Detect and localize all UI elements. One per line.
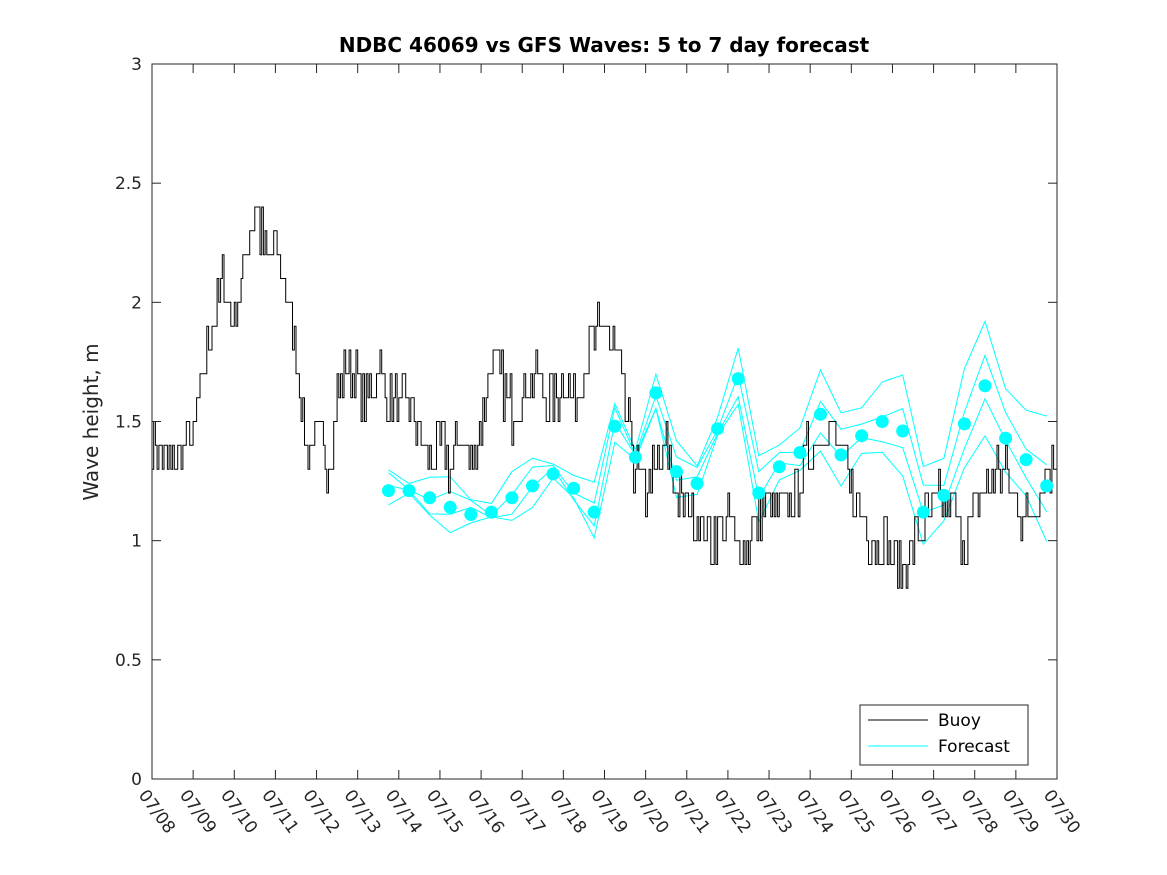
forecast-point: [875, 415, 889, 428]
forecast-point: [834, 448, 848, 462]
forecast-point: [526, 479, 539, 493]
forecast-point: [916, 505, 930, 519]
forecast-point: [443, 500, 457, 514]
x-tick-label: 07/21: [669, 786, 714, 837]
x-tick-label: 07/18: [545, 786, 590, 837]
legend-label-buoy: Buoy: [938, 711, 981, 731]
legend-label-forecast: Forecast: [938, 737, 1010, 757]
x-tick-label: 07/29: [998, 786, 1043, 837]
forecast-point: [670, 465, 683, 479]
x-tick-label: 07/25: [833, 786, 878, 837]
x-tick-label: 07/15: [422, 786, 467, 837]
x-tick-label: 07/28: [957, 786, 1002, 837]
x-tick-label: 07/20: [628, 786, 673, 837]
x-tick-label: 07/13: [340, 786, 385, 837]
forecast-point: [567, 481, 581, 495]
forecast-point: [546, 467, 560, 481]
y-tick-label: 3: [131, 55, 142, 75]
x-tick-label: 07/12: [299, 786, 344, 837]
buoy-series: [152, 206, 1057, 589]
forecast-point: [711, 422, 725, 436]
forecast-point: [505, 491, 519, 505]
forecast-point: [752, 486, 766, 500]
forecast-point: [608, 419, 622, 433]
forecast-point: [978, 379, 992, 393]
forecast-point: [382, 484, 395, 498]
x-tick-label: 07/24: [792, 786, 837, 837]
forecast-point: [423, 491, 437, 505]
x-tick-label: 07/27: [916, 786, 961, 837]
forecast-point: [937, 488, 951, 502]
legend-box: [859, 704, 1029, 766]
forecast-point: [628, 450, 642, 464]
y-axis-label: Wave height, m: [79, 343, 103, 500]
forecast-point: [957, 417, 971, 431]
x-tick-label: 07/17: [504, 786, 549, 837]
x-tick-label: 07/11: [257, 786, 302, 837]
y-tick-label: 2: [131, 293, 142, 313]
forecast-point: [690, 477, 704, 490]
forecast-point: [649, 386, 663, 400]
forecast-series: [382, 372, 1054, 521]
plot-frame: [151, 63, 1058, 780]
forecast-point: [484, 505, 498, 519]
x-tick-label: 07/10: [216, 786, 261, 837]
buoy-line: [152, 206, 1057, 589]
y-tick-label: 2.5: [115, 174, 142, 194]
chart-title: NDBC 46069 vs GFS Waves: 5 to 7 day fore…: [339, 33, 870, 57]
forecast-point: [1019, 453, 1033, 467]
x-tick-label: 07/16: [463, 786, 508, 837]
forecast-point: [772, 460, 786, 474]
forecast-point: [814, 407, 827, 421]
forecast-point: [855, 429, 869, 443]
legend: Buoy Forecast: [859, 704, 1029, 766]
x-tick-label: 07/30: [1039, 786, 1084, 837]
y-axis: 0 0.5 1 1.5 2 2.5 3: [115, 55, 1057, 790]
forecast-point: [999, 431, 1013, 445]
y-tick-label: 1: [131, 532, 142, 552]
forecast-point: [731, 372, 745, 386]
y-tick-label: 0.5: [115, 651, 142, 671]
forecast-point: [587, 505, 601, 519]
x-tick-label: 07/14: [381, 786, 426, 837]
y-tick-label: 0: [131, 770, 142, 790]
x-tick-label: 07/19: [586, 786, 631, 837]
forecast-point: [1040, 479, 1054, 493]
forecast-point: [896, 424, 910, 438]
x-tick-label: 07/09: [175, 786, 220, 837]
forecast-point: [402, 484, 416, 498]
x-tick-label: 07/23: [751, 786, 796, 837]
forecast-point: [793, 446, 807, 459]
x-tick-label: 07/26: [874, 786, 919, 837]
x-tick-label: 07/08: [134, 786, 179, 837]
forecast-ensemble-line: [388, 320, 1047, 504]
forecast-point: [464, 508, 478, 521]
y-tick-label: 1.5: [115, 413, 142, 433]
x-tick-label: 07/22: [710, 786, 755, 837]
